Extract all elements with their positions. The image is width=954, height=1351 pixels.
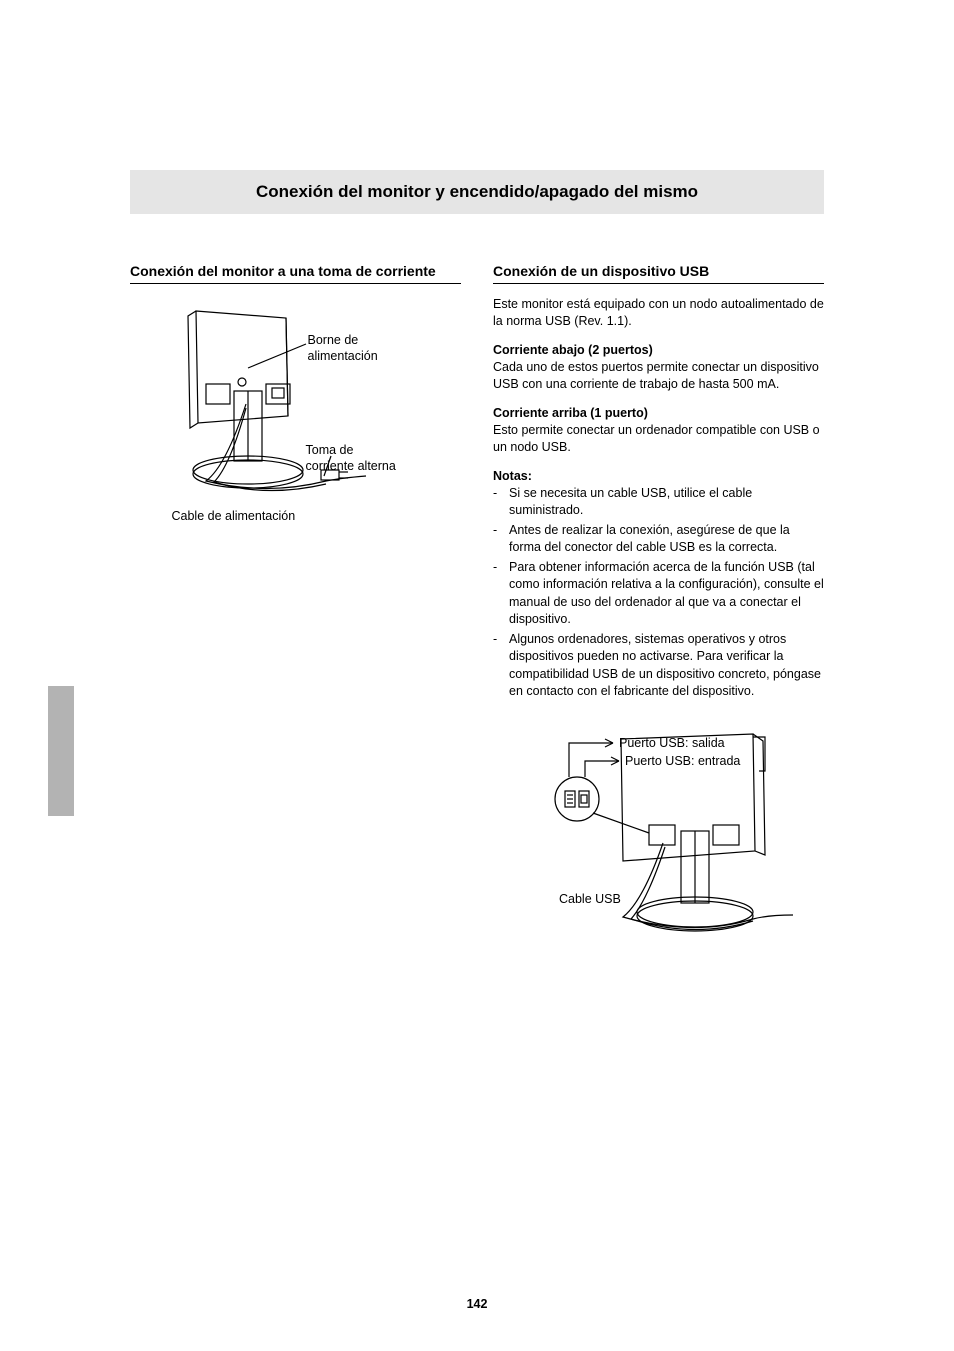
label-usb-salida: Puerto USB: salida (619, 735, 725, 751)
usb-connection-figure: Puerto USB: salida Puerto USB: entrada C… (553, 731, 813, 961)
label-borne: Borne de alimentación (308, 332, 426, 365)
label-usb-entrada: Puerto USB: entrada (625, 753, 740, 769)
label-cable-power: Cable de alimentación (172, 508, 296, 524)
dash-icon: - (493, 559, 509, 629)
label-cable-usb: Cable USB (559, 891, 621, 907)
dash-icon: - (493, 631, 509, 701)
left-column: Conexión del monitor a una toma de corri… (130, 262, 461, 961)
list-item: -Antes de realizar la conexión, asegúres… (493, 522, 824, 557)
notes-list: -Si se necesita un cable USB, utilice el… (493, 485, 824, 701)
dash-icon: - (493, 485, 509, 520)
right-heading: Conexión de un dispositivo USB (493, 262, 824, 284)
list-item: -Para obtener información acerca de la f… (493, 559, 824, 629)
sub2-body: Esto permite conectar un ordenador compa… (493, 422, 824, 457)
left-heading: Conexión del monitor a una toma de corri… (130, 262, 461, 284)
page-title: Conexión del monitor y encendido/apagado… (256, 182, 698, 201)
usb-intro: Este monitor está equipado con un nodo a… (493, 296, 824, 331)
page-content: Conexión del monitor y encendido/apagado… (0, 0, 954, 1021)
page-title-band: Conexión del monitor y encendido/apagado… (130, 170, 824, 214)
sub2-heading: Corriente arriba (1 puerto) (493, 406, 824, 420)
list-item: -Si se necesita un cable USB, utilice el… (493, 485, 824, 520)
label-toma: Toma de corriente alterna (306, 442, 396, 475)
page-number: 142 (0, 1297, 954, 1311)
notes-heading: Notas: (493, 469, 824, 483)
columns: Conexión del monitor a una toma de corri… (130, 262, 824, 961)
dash-icon: - (493, 522, 509, 557)
sub1-body: Cada uno de estos puertos permite conect… (493, 359, 824, 394)
power-connection-figure: Borne de alimentación Toma de corriente … (166, 296, 426, 536)
list-item: -Algunos ordenadores, sistemas operativo… (493, 631, 824, 701)
sub1-heading: Corriente abajo (2 puertos) (493, 343, 824, 357)
right-column: Conexión de un dispositivo USB Este moni… (493, 262, 824, 961)
